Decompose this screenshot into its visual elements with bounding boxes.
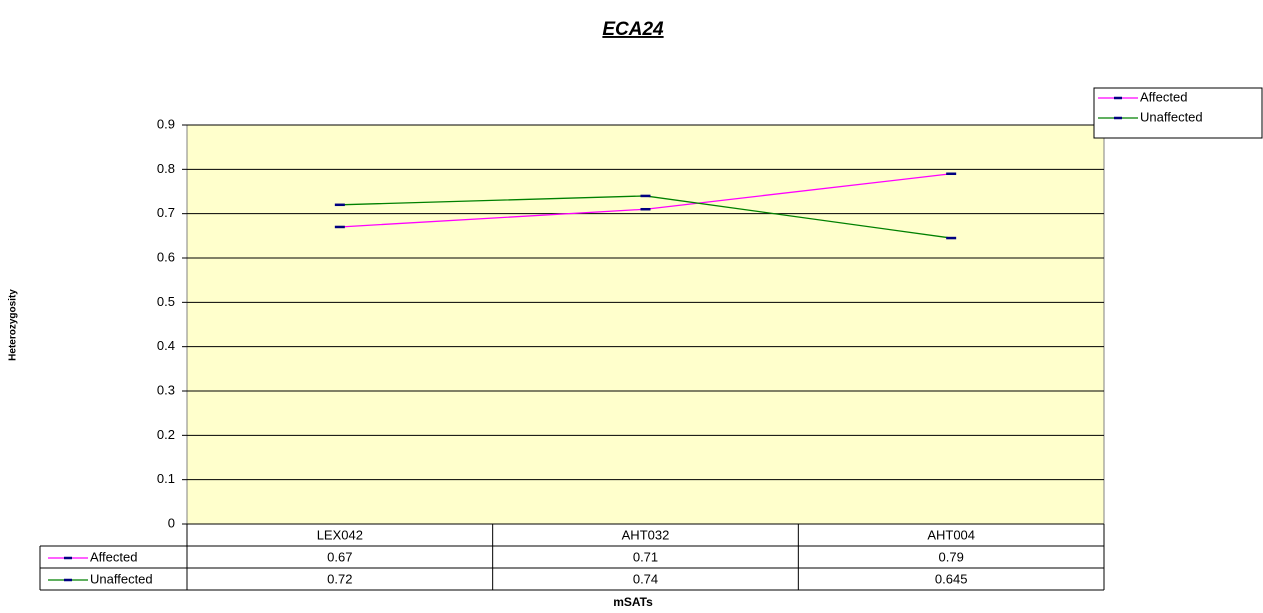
y-tick-label: 0 (168, 515, 175, 530)
y-tick-label: 0.5 (157, 294, 175, 309)
y-tick-label: 0.2 (157, 427, 175, 442)
plot-area (186, 124, 1105, 525)
legend-label: Affected (1140, 89, 1187, 104)
x-tick-label: AHT004 (927, 527, 975, 542)
x-tick-label: LEX042 (317, 527, 363, 542)
x-tick-label: AHT032 (622, 527, 670, 542)
y-tick-label: 0.8 (157, 161, 175, 176)
table-series-name: Affected (90, 549, 137, 564)
y-tick-label: 0.6 (157, 249, 175, 264)
table-value: 0.67 (327, 549, 352, 564)
legend-box (1093, 87, 1263, 139)
y-axis-label: Heterozygosity (8, 289, 19, 361)
y-tick-label: 0.7 (157, 205, 175, 220)
y-tick-label: 0.3 (157, 382, 175, 397)
table-value: 0.645 (935, 571, 968, 586)
y-tick-label: 0.1 (157, 471, 175, 486)
table-series-name: Unaffected (90, 571, 153, 586)
y-tick-label: 0.4 (157, 338, 175, 353)
table-value: 0.79 (939, 549, 964, 564)
x-axis-label: mSATs (613, 595, 653, 609)
table-value: 0.74 (633, 571, 658, 586)
table-value: 0.71 (633, 549, 658, 564)
table-value: 0.72 (327, 571, 352, 586)
chart-title: ECA24 (602, 19, 664, 40)
legend-label: Unaffected (1140, 109, 1203, 124)
y-tick-label: 0.9 (157, 116, 175, 131)
